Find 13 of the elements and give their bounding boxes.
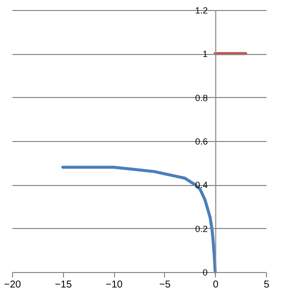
- x-tick-label: 5: [264, 280, 270, 290]
- y-tick-label: 0: [202, 268, 208, 278]
- x-tick-label: −15: [54, 280, 72, 290]
- y-tick-label: 0.2: [195, 224, 208, 234]
- y-tick-label: 0.6: [195, 136, 208, 146]
- x-tick-label: 0: [212, 280, 219, 290]
- x-tick-label: −10: [106, 280, 124, 290]
- x-tick-label: −20: [4, 280, 22, 290]
- x-tick-label: −5: [159, 280, 172, 290]
- y-tick-label: 1: [202, 49, 208, 60]
- y-tick-label: 1.2: [195, 6, 208, 16]
- y-tick-label: 0.4: [195, 180, 208, 190]
- y-tick-label: 0.8: [195, 92, 208, 103]
